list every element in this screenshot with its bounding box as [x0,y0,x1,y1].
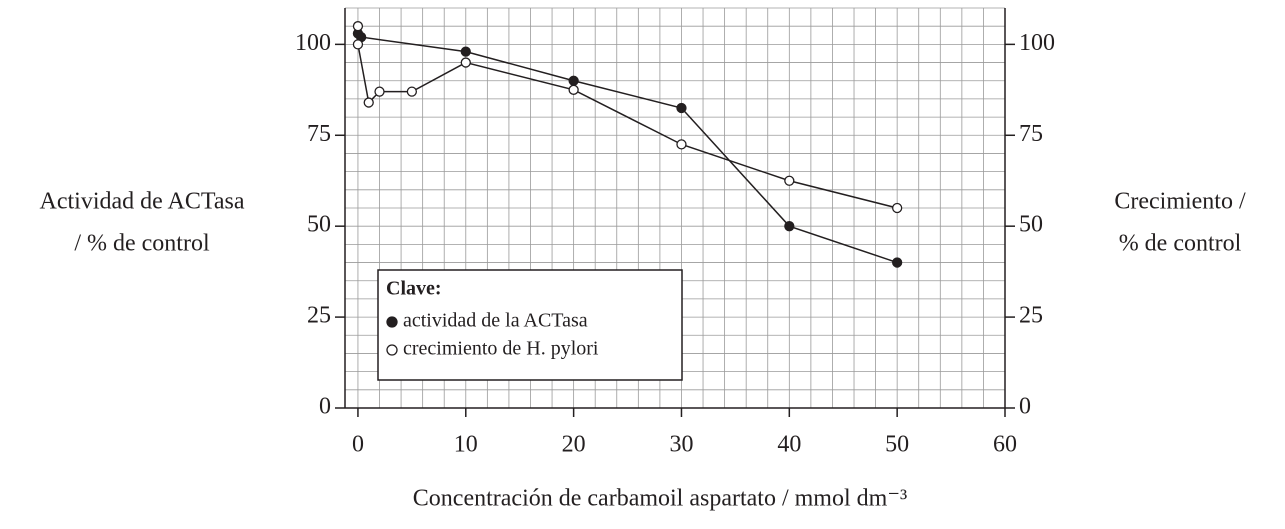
legend-box [377,269,683,381]
data-point [460,57,471,68]
x-tick-label: 60 [993,432,1017,458]
data-point [460,46,471,57]
data-point [568,84,579,95]
y2-axis-label: Crecimiento / [1114,189,1246,215]
x-tick-label: 20 [562,432,586,458]
x-tick-label: 10 [454,432,478,458]
legend: Clave: actividad de la ACTasa crecimiento … [377,269,683,381]
data-point [406,86,418,97]
y2-axis-label: % de control [1119,231,1242,257]
data-point [352,39,364,50]
y-axis-label: / % de control [74,231,210,257]
legend-marker [386,344,398,356]
data-point [892,257,903,268]
data-point [676,102,687,114]
y-tick-label: 25 [307,303,331,329]
legend-marker [386,316,398,328]
data-point [784,175,795,186]
y-tick-label: 75 [307,121,331,147]
x-tick-label: 30 [669,432,693,458]
legend-label: actividad de la ACTasa [403,310,588,332]
data-point [784,221,795,232]
x-tick-label: 50 [885,432,909,458]
y-tick-label: 0 [319,394,331,420]
data-point [892,202,903,214]
x-tick-label: 0 [352,432,364,458]
y2-tick-label: 75 [1019,121,1043,147]
y2-tick-label: 25 [1019,303,1043,329]
y-tick-label: 100 [295,30,331,56]
data-point [568,75,579,86]
data-point [352,21,364,32]
y2-tick-label: 0 [1019,394,1031,420]
legend-title: Clave: [386,278,442,300]
data-point [374,86,385,97]
data-point [363,97,374,108]
x-axis-label: Concentración de carbamoil aspartato / m… [413,486,907,512]
y-tick-label: 50 [307,212,331,238]
series-line [357,32,898,264]
data-point [676,139,687,150]
series-line [357,26,898,209]
y2-tick-label: 50 [1019,212,1043,238]
y-axis-label: Actividad de ACTasa [40,189,245,215]
x-tick-label: 40 [777,432,801,458]
y2-tick-label: 100 [1019,30,1055,56]
legend-label: crecimiento de H. pylori [403,338,599,360]
